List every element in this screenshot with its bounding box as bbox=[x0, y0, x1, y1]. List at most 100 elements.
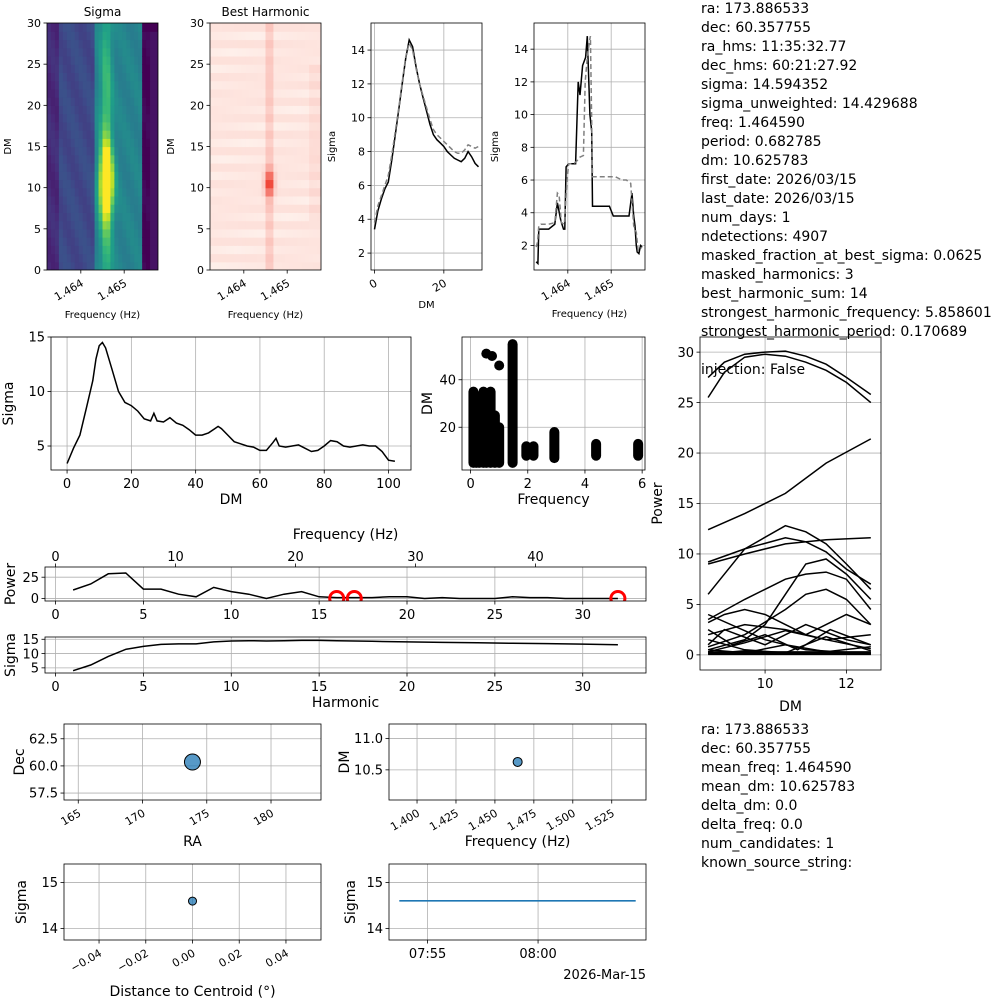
heatmap-cell bbox=[249, 245, 255, 255]
heatmap-cell bbox=[249, 31, 255, 41]
date-label: 2026-Mar-15 bbox=[563, 968, 646, 983]
heatmap-cell bbox=[78, 171, 84, 181]
heatmap-cell bbox=[90, 154, 96, 164]
heatmap-cell bbox=[118, 64, 123, 73]
heatmap-cell bbox=[281, 121, 286, 131]
y-tick-label: 62.5 bbox=[29, 732, 58, 747]
heatmap-cell bbox=[114, 220, 119, 230]
heatmap-cell bbox=[265, 121, 271, 131]
heatmap-cell bbox=[229, 138, 235, 148]
heatmap-cell bbox=[237, 154, 243, 164]
heatmap-cell bbox=[289, 64, 294, 73]
heatmap-cell bbox=[253, 171, 259, 181]
heatmap-cell bbox=[90, 130, 96, 139]
heatmap-cell bbox=[150, 228, 155, 238]
heatmap-cell bbox=[98, 146, 104, 156]
heatmap-cell bbox=[249, 39, 255, 49]
heatmap-cell bbox=[150, 105, 155, 115]
heatmap-cell bbox=[229, 130, 235, 139]
heatmap-cell bbox=[54, 113, 60, 123]
heatmap-cell bbox=[142, 55, 147, 65]
heatmap-cell bbox=[54, 130, 60, 139]
heatmap-cell bbox=[281, 72, 286, 82]
heatmap-cell bbox=[94, 245, 100, 255]
heatmap-cell bbox=[54, 228, 60, 238]
heatmap-cell bbox=[74, 121, 80, 131]
heatmap-cell bbox=[142, 179, 147, 189]
heatmap-cell bbox=[301, 195, 306, 205]
heatmap-cell bbox=[253, 113, 259, 123]
heatmap-cell bbox=[106, 88, 112, 98]
y-tick-label: 25 bbox=[27, 58, 41, 71]
heatmap-cell bbox=[293, 88, 298, 98]
heatmap-cell bbox=[277, 121, 282, 131]
heatmap-cell bbox=[102, 47, 108, 57]
x-tick-label: 25 bbox=[487, 680, 504, 695]
heatmap-cell bbox=[86, 72, 92, 82]
heatmap-cell bbox=[150, 237, 155, 246]
heatmap-cell bbox=[217, 253, 223, 263]
heatmap-cell bbox=[50, 146, 56, 156]
heatmap-cell bbox=[74, 146, 80, 156]
heatmap-cell bbox=[265, 39, 271, 49]
heatmap-cell bbox=[62, 121, 68, 131]
heatmap-cell bbox=[106, 154, 112, 164]
y-tick-label: 10 bbox=[351, 112, 365, 125]
candidate-info-line: injection: False bbox=[701, 362, 806, 378]
heatmap-cell bbox=[289, 237, 294, 246]
heatmap-cell bbox=[106, 138, 112, 148]
heatmap-cell bbox=[122, 245, 127, 255]
heatmap-cell bbox=[118, 179, 123, 189]
heatmap-cell bbox=[114, 171, 119, 181]
heatmap-cell bbox=[210, 253, 215, 263]
heatmap-cell bbox=[98, 138, 104, 148]
heatmap-cell bbox=[90, 72, 96, 82]
heatmap-cell bbox=[146, 162, 151, 172]
heatmap-cell bbox=[94, 253, 100, 263]
heatmap-cell bbox=[114, 179, 119, 189]
heatmap-cell bbox=[114, 146, 119, 156]
heatmap-cell bbox=[94, 138, 100, 148]
heatmap-cell bbox=[62, 253, 68, 263]
heatmap-cell bbox=[293, 64, 298, 73]
heatmap-cell bbox=[82, 154, 88, 164]
heatmap-cell bbox=[130, 204, 135, 213]
heatmap-cell bbox=[313, 64, 318, 73]
heatmap-cell bbox=[257, 237, 263, 246]
heatmap-cell bbox=[317, 228, 321, 238]
heatmap-cell bbox=[225, 253, 231, 263]
heatmap-cell bbox=[285, 47, 290, 57]
heatmap-cell bbox=[126, 80, 131, 90]
heatmap-cell bbox=[253, 162, 259, 172]
heatmap-cell bbox=[285, 88, 290, 98]
heatmap-cell bbox=[62, 171, 68, 181]
heatmap-cell bbox=[54, 187, 60, 197]
heatmap-cell bbox=[98, 64, 104, 73]
heatmap-cell bbox=[309, 64, 314, 73]
heatmap-cell bbox=[106, 146, 112, 156]
heatmap-cell bbox=[90, 195, 96, 205]
heatmap-cell bbox=[289, 121, 294, 131]
heatmap-cell bbox=[241, 179, 247, 189]
heatmap-cell bbox=[317, 130, 321, 139]
heatmap-cell bbox=[106, 245, 112, 255]
heatmap-cell bbox=[277, 154, 282, 164]
heatmap-cell bbox=[229, 47, 235, 57]
heatmap-cell bbox=[265, 187, 271, 197]
heatmap-cell bbox=[134, 237, 139, 246]
heatmap-cell bbox=[261, 88, 267, 98]
heatmap-cell bbox=[126, 39, 131, 49]
heatmap-cell bbox=[134, 154, 139, 164]
heatmap-cell bbox=[257, 187, 263, 197]
heatmap-cell bbox=[301, 171, 306, 181]
heatmap-cell bbox=[62, 31, 68, 41]
heatmap-cell bbox=[297, 55, 302, 65]
heatmap-cell bbox=[134, 195, 139, 205]
heatmap-cell bbox=[146, 237, 151, 246]
heatmap-cell bbox=[47, 245, 52, 255]
heatmap-cell bbox=[213, 47, 219, 57]
heatmap-cell bbox=[273, 130, 278, 139]
heatmap-cell bbox=[74, 23, 80, 32]
heatmap-cell bbox=[58, 220, 64, 230]
heatmap-cell bbox=[82, 39, 88, 49]
